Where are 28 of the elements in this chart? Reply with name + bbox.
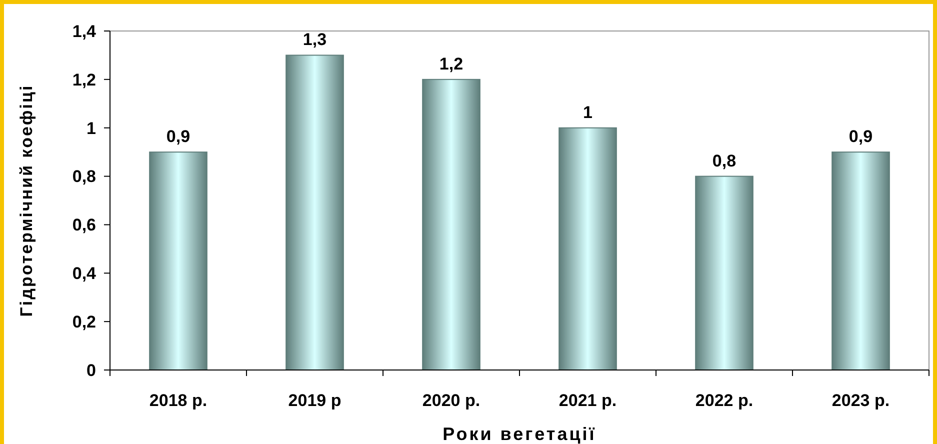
data-label: 0,8 (712, 151, 736, 170)
x-tick-label: 2019 р (288, 391, 342, 410)
x-axis-title: Роки вегетації (442, 424, 596, 444)
data-label: 1,2 (439, 54, 464, 74)
x-tick-label: 2020 р. (422, 391, 480, 410)
x-tick-label: 2023 р. (832, 391, 890, 410)
data-label: 0,9 (166, 127, 190, 146)
bar (286, 54, 344, 370)
data-label: 1,3 (302, 30, 327, 50)
y-tick-label: 1,2 (72, 70, 96, 90)
y-tick-label: 0,2 (72, 312, 96, 332)
y-tick-label: 0 (86, 360, 96, 380)
x-tick-label: 2021 р. (558, 391, 617, 410)
x-tick-label: 2022 р. (695, 391, 754, 410)
data-label: 1 (583, 102, 592, 122)
bar (832, 152, 890, 370)
y-tick-label: 0,8 (72, 167, 96, 186)
y-tick-label: 1 (86, 118, 96, 138)
data-label: 0,9 (848, 127, 873, 146)
bar (149, 152, 208, 370)
bar (422, 78, 480, 370)
y-tick-label: 1,4 (72, 22, 97, 41)
y-axis-title: Гідротермічний коефіці (17, 84, 36, 317)
x-tick-label: 2018 р. (149, 391, 208, 410)
bar (558, 127, 617, 370)
bar (695, 176, 754, 370)
y-tick-label: 0,6 (72, 216, 96, 235)
y-tick-label: 0,4 (72, 264, 97, 284)
